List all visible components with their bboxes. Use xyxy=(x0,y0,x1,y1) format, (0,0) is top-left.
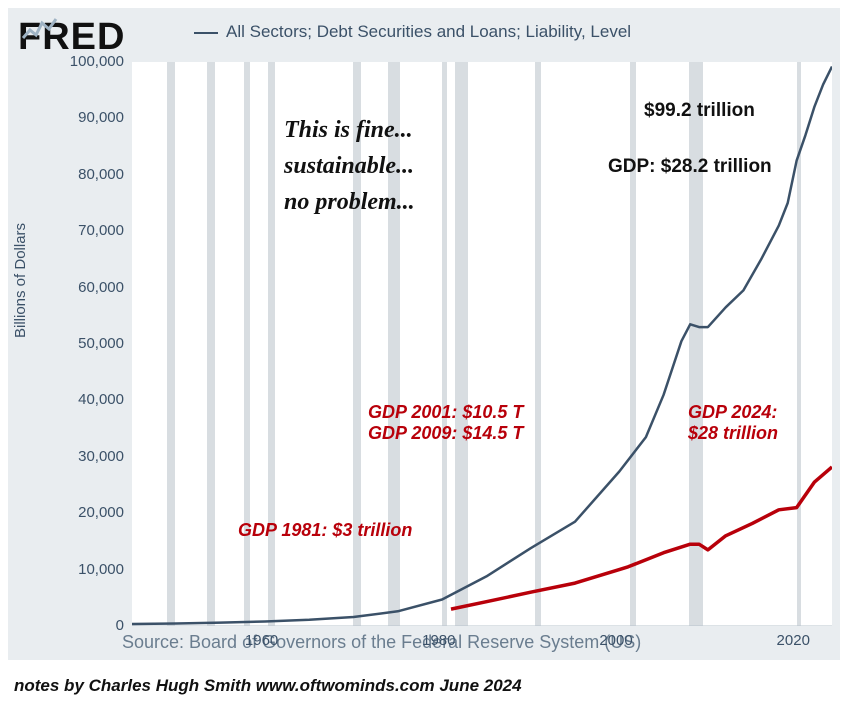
gdp-1981-annotation: GDP 1981: $3 trillion xyxy=(238,520,412,541)
y-tick-label: 0 xyxy=(60,617,124,634)
chart-frame: FRED All Sectors; Debt Securities and Lo… xyxy=(8,8,840,660)
y-tick-label: 100,000 xyxy=(60,53,124,70)
y-tick-label: 90,000 xyxy=(60,109,124,126)
y-tick-label: 60,000 xyxy=(60,279,124,296)
y-tick-label: 40,000 xyxy=(60,391,124,408)
x-tick-label: 2020 xyxy=(777,632,810,649)
series-total_debt xyxy=(132,67,832,625)
gdp-2001-2009-annotation: GDP 2001: $10.5 TGDP 2009: $14.5 T xyxy=(368,402,523,444)
y-tick-label: 70,000 xyxy=(60,222,124,239)
chart-legend: All Sectors; Debt Securities and Loans; … xyxy=(194,22,631,42)
x-tick-label: 1980 xyxy=(422,632,455,649)
commentary-annotation: This is fine...sustainable...no problem.… xyxy=(284,112,415,220)
source-citation: Source: Board of Governors of the Federa… xyxy=(122,632,641,653)
legend-label: All Sectors; Debt Securities and Loans; … xyxy=(226,22,631,41)
plot-area xyxy=(132,62,832,626)
debt-peak-annotation: $99.2 trillion xyxy=(644,100,755,122)
x-tick-label: 2000 xyxy=(599,632,632,649)
y-axis-label: Billions of Dollars xyxy=(12,223,29,338)
y-tick-label: 30,000 xyxy=(60,448,124,465)
chart-svg xyxy=(132,62,832,626)
gdp-2024-annotation: GDP 2024:$28 trillion xyxy=(688,402,778,444)
y-tick-label: 50,000 xyxy=(60,335,124,352)
footer-notes: notes by Charles Hugh Smith www.oftwomin… xyxy=(14,676,522,696)
x-tick-label: 1960 xyxy=(245,632,278,649)
logo-squiggle-icon xyxy=(22,16,58,44)
chart-container: FRED All Sectors; Debt Securities and Lo… xyxy=(0,0,848,707)
legend-swatch xyxy=(194,32,218,34)
y-tick-label: 20,000 xyxy=(60,504,124,521)
y-tick-label: 10,000 xyxy=(60,561,124,578)
series-gdp xyxy=(451,467,832,609)
gdp-peak-annotation: GDP: $28.2 trillion xyxy=(608,156,772,178)
y-tick-label: 80,000 xyxy=(60,166,124,183)
